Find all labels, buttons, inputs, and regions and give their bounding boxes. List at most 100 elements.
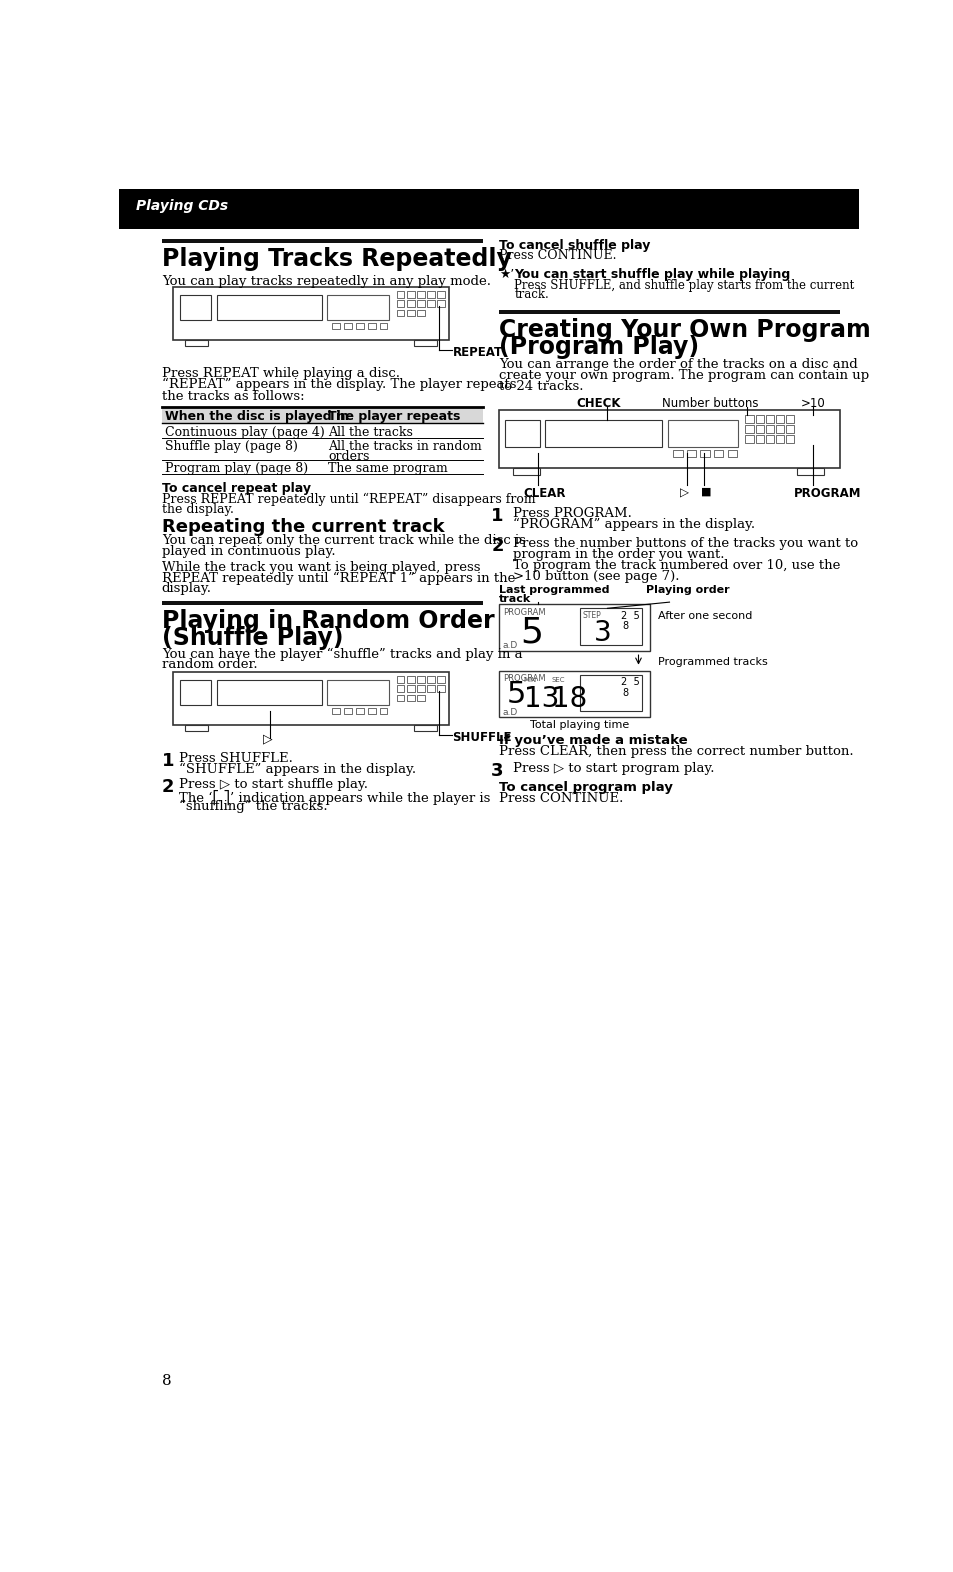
- Text: SEC: SEC: [551, 678, 564, 682]
- Text: Press CLEAR, then press the correct number button.: Press CLEAR, then press the correct numb…: [498, 745, 853, 758]
- Bar: [427, 291, 435, 299]
- Text: 3: 3: [491, 762, 503, 780]
- Bar: [406, 685, 415, 692]
- Bar: [700, 451, 709, 457]
- Bar: [785, 435, 794, 443]
- Text: create your own program. The program can contain up: create your own program. The program can…: [498, 369, 868, 382]
- Text: You can start shuffle play while playing: You can start shuffle play while playing: [514, 267, 790, 281]
- Bar: [396, 685, 404, 692]
- Text: Press SHUFFLE, and shuffle play starts from the current: Press SHUFFLE, and shuffle play starts f…: [514, 278, 854, 292]
- Bar: [356, 707, 364, 714]
- Bar: [416, 310, 424, 316]
- Bar: [406, 291, 415, 299]
- Bar: [775, 415, 783, 423]
- Bar: [185, 725, 208, 731]
- Text: a.D: a.D: [502, 707, 517, 717]
- Bar: [119, 189, 858, 228]
- Bar: [416, 685, 424, 692]
- Bar: [173, 288, 448, 340]
- Text: track.: track.: [514, 288, 549, 300]
- Bar: [579, 674, 641, 712]
- Text: Program play (page 8): Program play (page 8): [165, 462, 308, 475]
- Bar: [498, 671, 649, 717]
- Bar: [785, 415, 794, 423]
- Bar: [744, 435, 753, 443]
- Bar: [427, 300, 435, 307]
- Text: Press CONTINUE.: Press CONTINUE.: [498, 792, 622, 805]
- Text: All the tracks: All the tracks: [328, 426, 413, 439]
- Text: Playing in Random Order: Playing in Random Order: [162, 608, 494, 634]
- Text: a.D: a.D: [502, 641, 517, 651]
- Text: track: track: [498, 594, 531, 604]
- Bar: [505, 420, 539, 446]
- Text: To cancel repeat play: To cancel repeat play: [162, 483, 311, 495]
- Text: orders: orders: [328, 451, 370, 464]
- Bar: [727, 451, 736, 457]
- Bar: [775, 435, 783, 443]
- Bar: [406, 300, 415, 307]
- Text: the tracks as follows:: the tracks as follows:: [162, 390, 304, 402]
- Bar: [216, 296, 321, 319]
- Text: All the tracks in random: All the tracks in random: [328, 440, 482, 453]
- Bar: [686, 451, 695, 457]
- Text: While the track you want is being played, press: While the track you want is being played…: [162, 561, 480, 574]
- Text: You can play tracks repeatedly in any play mode.: You can play tracks repeatedly in any pl…: [162, 275, 491, 288]
- Text: When the disc is played in: When the disc is played in: [165, 410, 349, 423]
- Text: If you’ve made a mistake: If you’ve made a mistake: [498, 734, 687, 747]
- Bar: [744, 424, 753, 432]
- Bar: [332, 707, 340, 714]
- Text: 18: 18: [551, 684, 586, 712]
- Text: REPEAT repeatedly until “REPEAT 1” appears in the: REPEAT repeatedly until “REPEAT 1” appea…: [162, 571, 515, 585]
- Bar: [755, 415, 763, 423]
- Bar: [797, 468, 823, 475]
- Text: Press the number buttons of the tracks you want to: Press the number buttons of the tracks y…: [513, 538, 857, 550]
- Text: Press ▷ to start program play.: Press ▷ to start program play.: [513, 762, 714, 775]
- Text: “shuffling” the tracks.: “shuffling” the tracks.: [179, 800, 327, 813]
- Text: 13: 13: [523, 684, 558, 712]
- Bar: [427, 676, 435, 682]
- Bar: [713, 451, 722, 457]
- Bar: [416, 300, 424, 307]
- Text: CLEAR: CLEAR: [523, 487, 566, 500]
- Text: 2: 2: [491, 538, 503, 555]
- Text: random order.: random order.: [162, 659, 257, 671]
- Text: Number buttons: Number buttons: [661, 396, 758, 410]
- Text: ▷: ▷: [262, 733, 272, 745]
- Bar: [416, 676, 424, 682]
- Text: the display.: the display.: [162, 503, 233, 516]
- Text: “REPEAT” appears in the display. The player repeats: “REPEAT” appears in the display. The pla…: [162, 377, 516, 391]
- Text: Last programmed: Last programmed: [498, 585, 609, 596]
- Bar: [498, 310, 840, 314]
- Text: The ‘⎡ ⎤’ indication appears while the player is: The ‘⎡ ⎤’ indication appears while the p…: [179, 789, 490, 805]
- Bar: [368, 322, 375, 329]
- Text: PROGRAM: PROGRAM: [502, 674, 545, 682]
- Bar: [406, 676, 415, 682]
- Bar: [396, 300, 404, 307]
- Text: Playing order: Playing order: [645, 585, 729, 596]
- Text: to 24 tracks.: to 24 tracks.: [498, 379, 583, 393]
- Bar: [356, 322, 364, 329]
- Text: Press REPEAT repeatedly until “REPEAT” disappears from: Press REPEAT repeatedly until “REPEAT” d…: [162, 492, 535, 506]
- Text: display.: display.: [162, 582, 212, 596]
- Bar: [436, 685, 444, 692]
- Bar: [185, 340, 208, 346]
- Bar: [396, 310, 404, 316]
- Text: Press PROGRAM.: Press PROGRAM.: [513, 506, 631, 520]
- Text: The player repeats: The player repeats: [328, 410, 460, 423]
- Bar: [416, 695, 424, 701]
- Bar: [744, 415, 753, 423]
- Text: 3: 3: [594, 619, 612, 648]
- Bar: [765, 435, 773, 443]
- Text: played in continuous play.: played in continuous play.: [162, 545, 335, 558]
- Text: Shuffle play (page 8): Shuffle play (page 8): [165, 440, 297, 453]
- Text: ★’: ★’: [498, 267, 514, 281]
- Text: Press CONTINUE.: Press CONTINUE.: [498, 250, 616, 263]
- Text: >10: >10: [801, 396, 825, 410]
- Text: (Shuffle Play): (Shuffle Play): [162, 626, 343, 649]
- Bar: [414, 340, 436, 346]
- Text: To cancel program play: To cancel program play: [498, 781, 672, 794]
- Bar: [498, 605, 649, 651]
- Bar: [765, 415, 773, 423]
- Bar: [498, 410, 840, 468]
- Text: 1: 1: [491, 506, 503, 525]
